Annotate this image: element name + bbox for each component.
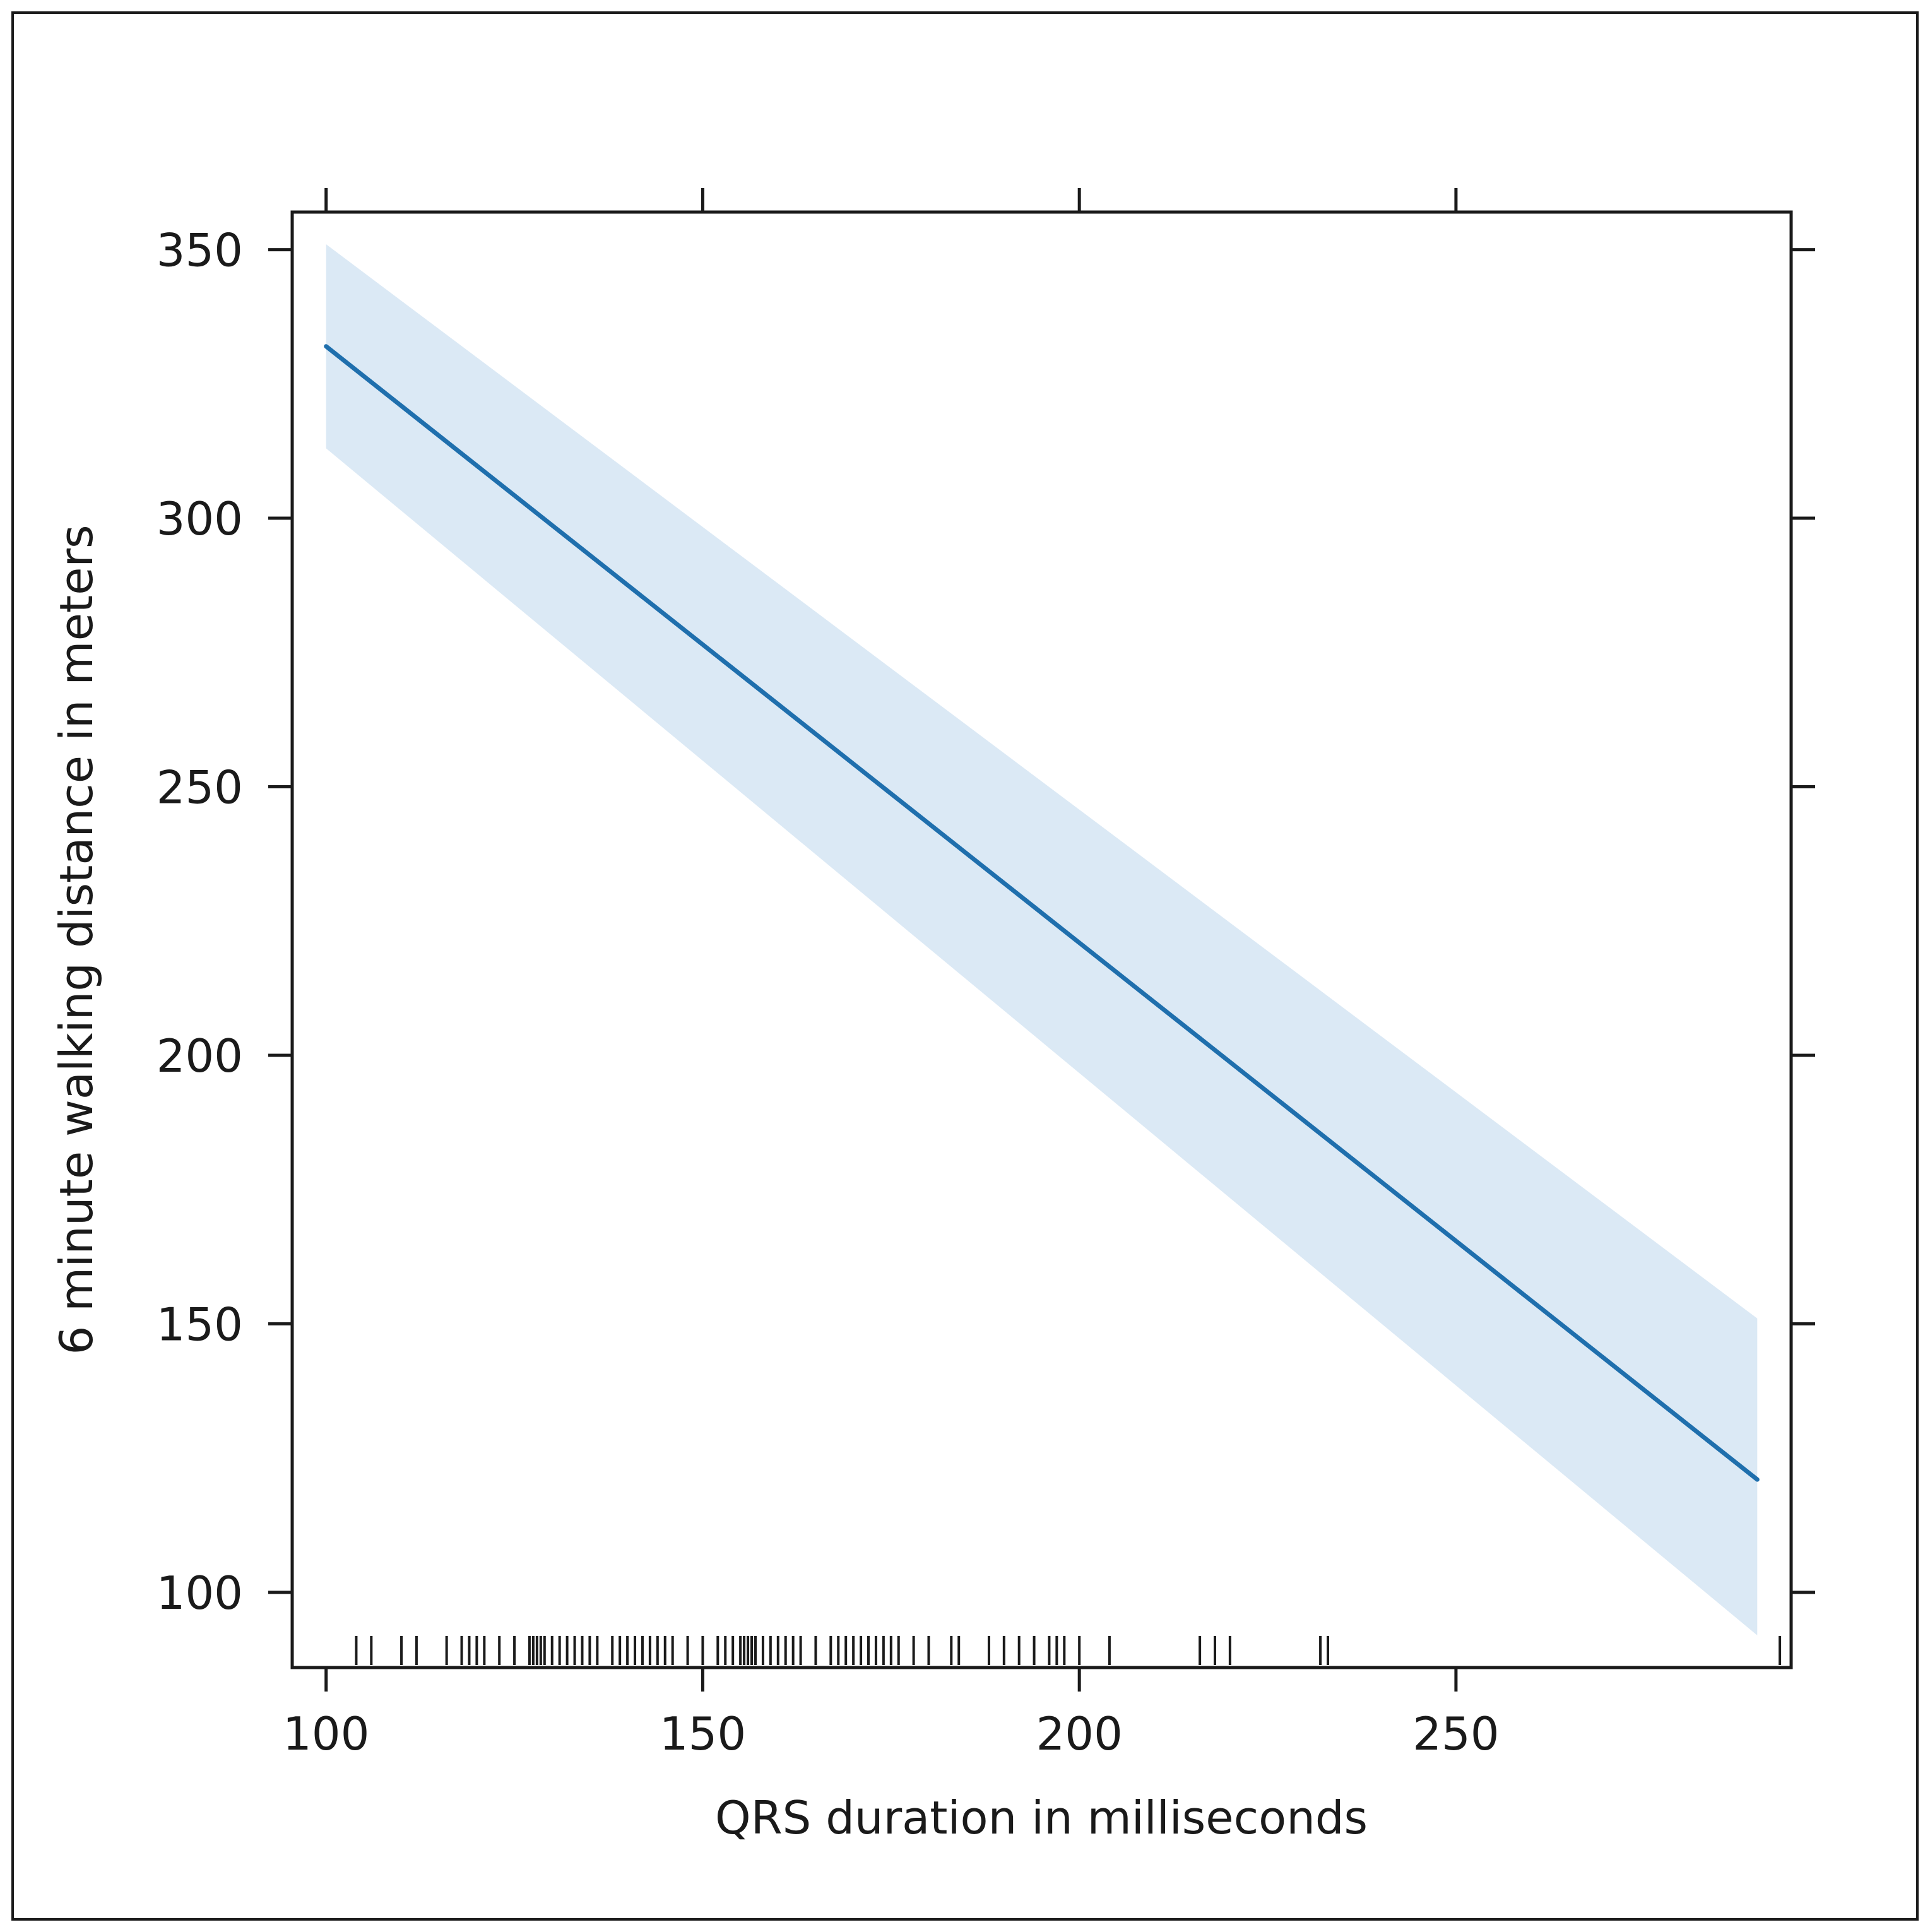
y-axis-title: 6 minute walking distance in meters bbox=[50, 524, 103, 1354]
y-tick-label: 200 bbox=[157, 1029, 243, 1082]
x-tick-label: 100 bbox=[283, 1707, 369, 1760]
plot-frame bbox=[290, 210, 1793, 1669]
confidence-band bbox=[326, 244, 1758, 1635]
y-tick-label: 350 bbox=[157, 224, 243, 277]
y-tick-label: 100 bbox=[157, 1567, 243, 1620]
y-tick-label: 250 bbox=[157, 761, 243, 814]
x-tick-label: 200 bbox=[1036, 1707, 1122, 1760]
y-tick-label: 300 bbox=[157, 492, 243, 545]
x-axis-title: QRS duration in milliseconds bbox=[715, 1791, 1368, 1844]
x-tick-label: 250 bbox=[1412, 1707, 1499, 1760]
fit-line bbox=[324, 344, 1760, 1482]
y-tick-label: 150 bbox=[157, 1298, 243, 1351]
x-tick-label: 150 bbox=[660, 1707, 746, 1760]
